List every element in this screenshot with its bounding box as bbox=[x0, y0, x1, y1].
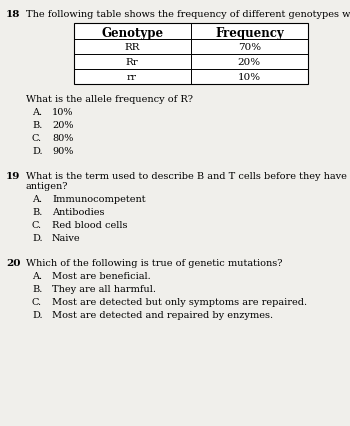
Text: 90%: 90% bbox=[52, 147, 74, 155]
Text: 70%: 70% bbox=[238, 43, 261, 52]
Text: RR: RR bbox=[124, 43, 140, 52]
Text: 10%: 10% bbox=[52, 108, 74, 117]
Text: D.: D. bbox=[32, 310, 43, 319]
Text: A.: A. bbox=[32, 195, 42, 204]
Text: A.: A. bbox=[32, 271, 42, 280]
Bar bbox=[74, 24, 308, 85]
Text: 20%: 20% bbox=[52, 121, 74, 130]
Text: C.: C. bbox=[32, 134, 42, 143]
Text: Genotype: Genotype bbox=[101, 27, 163, 40]
Text: B.: B. bbox=[32, 284, 42, 294]
Text: Most are detected but only symptoms are repaired.: Most are detected but only symptoms are … bbox=[52, 297, 307, 306]
Text: What is the term used to describe B and T cells before they have been exposed to: What is the term used to describe B and … bbox=[26, 172, 350, 181]
Text: 20%: 20% bbox=[238, 58, 261, 67]
Text: Red blood cells: Red blood cells bbox=[52, 221, 127, 230]
Text: Rr: Rr bbox=[126, 58, 139, 67]
Text: antigen?: antigen? bbox=[26, 181, 69, 190]
Text: Antibodies: Antibodies bbox=[52, 207, 105, 216]
Text: 20: 20 bbox=[6, 259, 21, 268]
Text: 18: 18 bbox=[6, 10, 20, 19]
Text: C.: C. bbox=[32, 297, 42, 306]
Text: Immunocompetent: Immunocompetent bbox=[52, 195, 146, 204]
Text: The following table shows the frequency of different genotypes within a populati: The following table shows the frequency … bbox=[26, 10, 350, 19]
Text: They are all harmful.: They are all harmful. bbox=[52, 284, 156, 294]
Text: A.: A. bbox=[32, 108, 42, 117]
Text: 19: 19 bbox=[6, 172, 20, 181]
Text: rr: rr bbox=[127, 73, 137, 82]
Text: Most are detected and repaired by enzymes.: Most are detected and repaired by enzyme… bbox=[52, 310, 273, 319]
Text: Naive: Naive bbox=[52, 233, 80, 242]
Text: What is the allele frequency of R?: What is the allele frequency of R? bbox=[26, 95, 193, 104]
Text: D.: D. bbox=[32, 233, 43, 242]
Text: C.: C. bbox=[32, 221, 42, 230]
Text: B.: B. bbox=[32, 121, 42, 130]
Text: D.: D. bbox=[32, 147, 43, 155]
Text: B.: B. bbox=[32, 207, 42, 216]
Text: Most are beneficial.: Most are beneficial. bbox=[52, 271, 151, 280]
Text: Which of the following is true of genetic mutations?: Which of the following is true of geneti… bbox=[26, 259, 282, 268]
Text: 80%: 80% bbox=[52, 134, 74, 143]
Text: Frequency: Frequency bbox=[215, 27, 284, 40]
Text: 10%: 10% bbox=[238, 73, 261, 82]
